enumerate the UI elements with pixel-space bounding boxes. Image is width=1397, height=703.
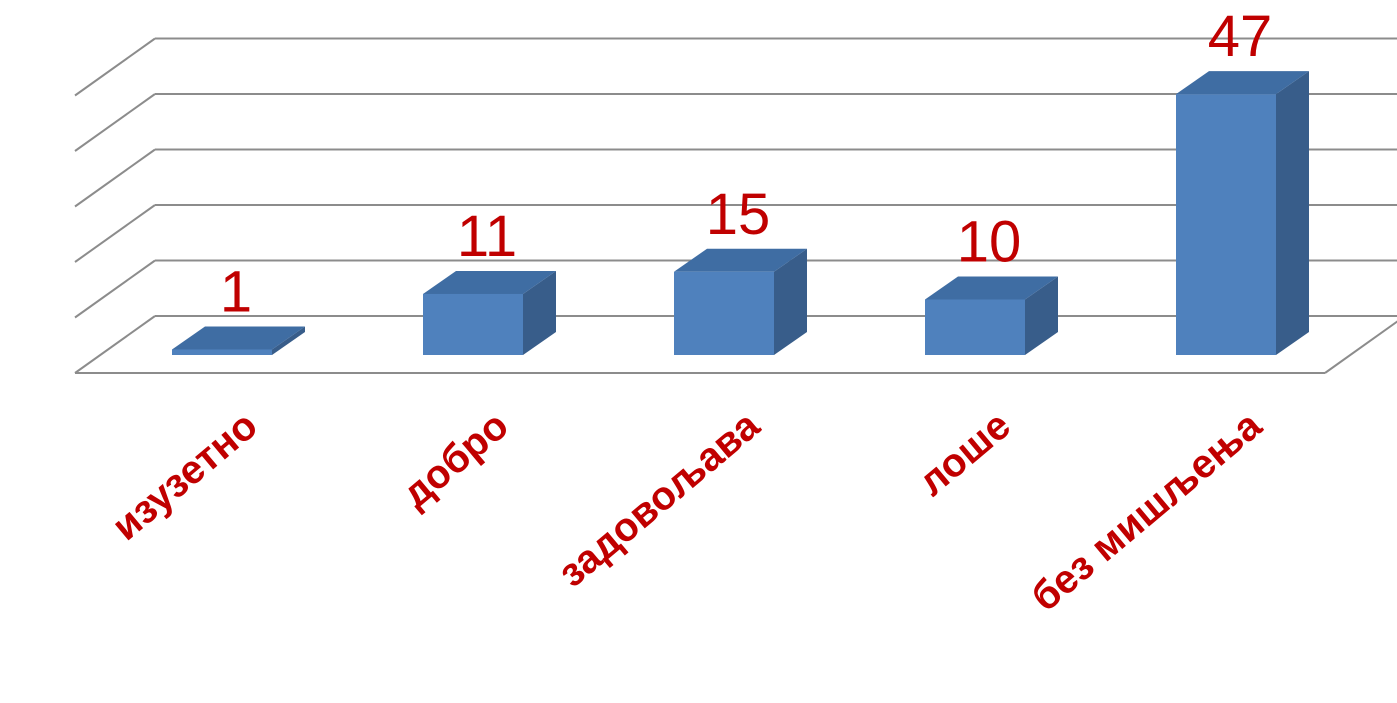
category-label: изузетно: [104, 403, 266, 549]
data-label: 1: [220, 259, 252, 324]
bar: [1176, 71, 1309, 356]
bar-front: [172, 349, 272, 355]
bar-side: [774, 248, 807, 355]
category-label: задовољава: [550, 403, 768, 596]
bar-front: [423, 293, 523, 355]
category-labels: изузетно добро задовољава лоше без мишљења: [104, 403, 1270, 620]
category-label: лоше: [910, 403, 1019, 504]
bar: [674, 248, 807, 355]
gridline-side: [74, 315, 156, 374]
gridline-side: [74, 37, 156, 97]
bar-front: [1176, 94, 1276, 356]
gridline-side: [74, 148, 156, 208]
bar-top: [172, 326, 305, 350]
bar-side: [523, 270, 556, 355]
floor-right-edge: [1324, 320, 1397, 374]
bar: [925, 276, 1058, 355]
data-label: 11: [457, 204, 517, 269]
bar-side: [1276, 71, 1309, 356]
category-label: без мишљења: [1023, 403, 1270, 620]
data-label: 47: [1208, 4, 1273, 69]
gridline-side: [74, 93, 156, 152]
gridline-side: [74, 259, 156, 319]
bar: [423, 270, 556, 355]
bar-top: [1176, 71, 1309, 95]
bar: [172, 326, 305, 355]
bars: [172, 71, 1309, 356]
data-label: 15: [706, 182, 771, 247]
bar-top: [925, 276, 1058, 300]
bar-top: [674, 248, 807, 272]
category-label: добро: [394, 403, 517, 516]
gridlines: [74, 37, 1397, 374]
gridline-side: [74, 204, 156, 263]
bar-front: [674, 271, 774, 355]
data-label: 10: [957, 210, 1022, 275]
bar-front: [925, 299, 1025, 355]
bar-side: [272, 326, 305, 355]
bar-top: [423, 270, 556, 294]
bar-side: [1025, 276, 1058, 355]
